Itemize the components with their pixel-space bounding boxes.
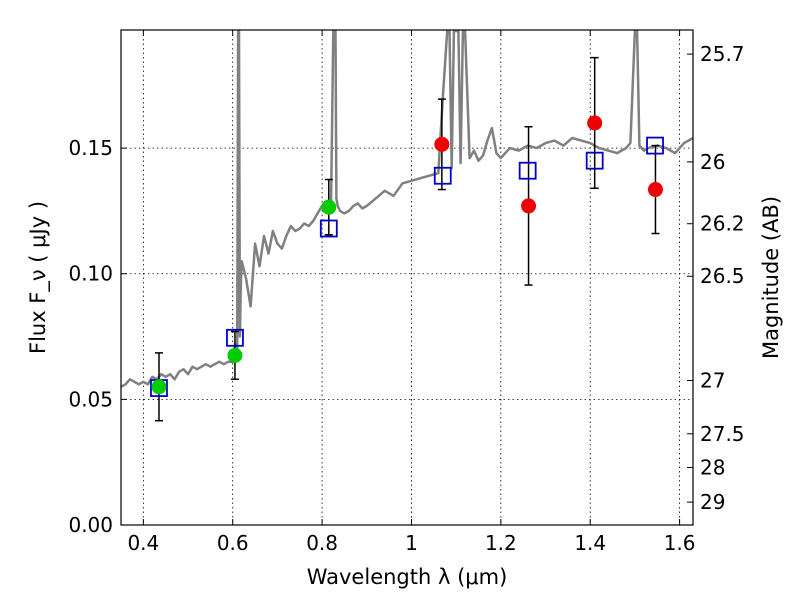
data-point-circle — [647, 182, 663, 198]
x-tick-label: 1 — [405, 531, 418, 555]
x-tick-label: 0.8 — [306, 531, 338, 555]
grid — [121, 30, 693, 525]
model-point-square — [646, 136, 664, 155]
right-tick-label: 26.5 — [700, 264, 745, 288]
y-axis-label-right: Magnitude (AB) — [759, 196, 783, 359]
right-tick-label: 27 — [700, 369, 725, 393]
data-point-circle — [587, 115, 603, 131]
right-tick-label: 26.2 — [700, 212, 745, 236]
data-point-circle — [227, 347, 243, 363]
y-tick-label: 0.00 — [68, 513, 113, 537]
y-tick-label: 0.15 — [68, 136, 113, 160]
x-tick-label: 1.4 — [574, 531, 606, 555]
data-point-circle — [151, 379, 167, 395]
data-point-circle — [521, 198, 537, 214]
model-point-square — [585, 151, 604, 170]
y-axis-label: Flux F_ν ( μJy ) — [26, 201, 51, 354]
marker-layer — [150, 115, 664, 397]
data-point-circle — [321, 199, 337, 215]
data-point-circle — [434, 136, 450, 152]
x-tick-label: 1.2 — [485, 531, 517, 555]
model-point-square — [319, 219, 338, 238]
right-tick-label: 27.5 — [700, 422, 745, 446]
x-tick-label: 0.6 — [217, 531, 249, 555]
x-tick-label: 0.4 — [127, 531, 159, 555]
right-tick-label: 29 — [700, 490, 725, 514]
x-tick-label: 1.6 — [664, 531, 696, 555]
spectrum-line — [120, 29, 694, 388]
y-tick-label: 0.10 — [68, 262, 113, 286]
right-tick-label: 25.7 — [700, 42, 745, 66]
tick-layer: 0.4 0.6 0.8 1 1.2 1.4 1.6 0.00 0.05 0.10 0.15 25.7 2… — [68, 30, 745, 555]
model-point-square — [433, 166, 452, 185]
right-tick-label: 26 — [700, 150, 725, 174]
plot-frame — [120, 29, 694, 526]
model-point-square — [226, 328, 244, 347]
spectrum-layer — [120, 29, 694, 388]
y-tick-label: 0.05 — [68, 387, 113, 411]
x-axis-label: Wavelength λ (μm) — [307, 565, 508, 589]
model-point-square — [518, 161, 537, 180]
right-tick-label: 28 — [700, 455, 725, 479]
